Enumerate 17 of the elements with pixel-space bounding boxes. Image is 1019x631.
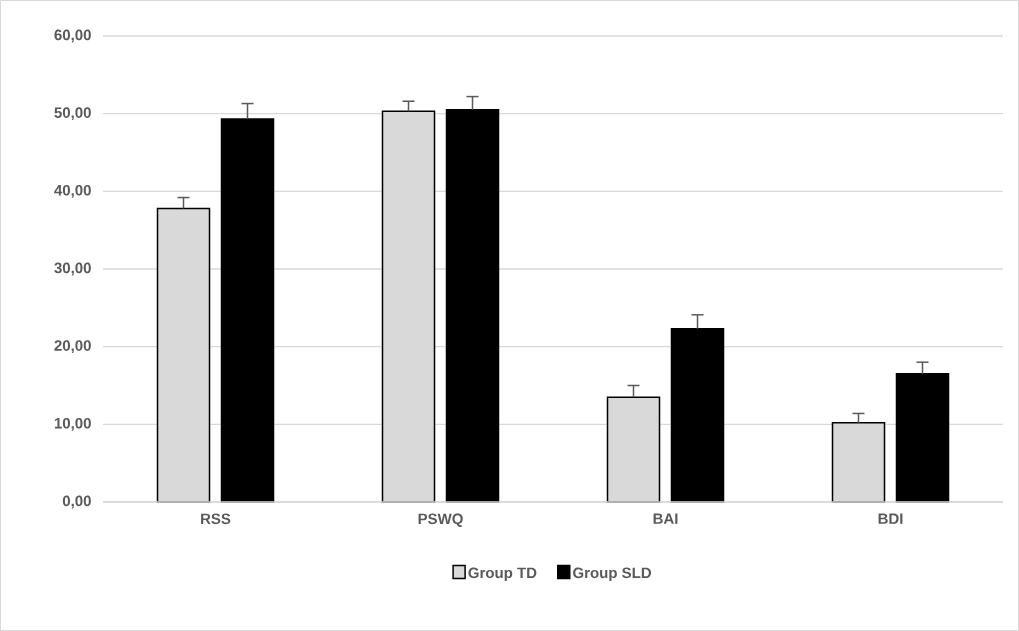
bar bbox=[220, 118, 275, 503]
y-tick-label: 0,00 bbox=[62, 495, 91, 509]
y-tick-label: 20,00 bbox=[54, 340, 91, 354]
y-tick-label: 30,00 bbox=[54, 262, 91, 276]
y-tick-label: 50,00 bbox=[54, 107, 91, 121]
y-tick-label: 10,00 bbox=[54, 417, 91, 431]
x-tick-label: PSWQ bbox=[418, 513, 463, 527]
bar bbox=[895, 373, 950, 503]
bar bbox=[670, 328, 725, 503]
legend-label: Group SLD bbox=[573, 567, 652, 582]
x-tick-label: RSS bbox=[201, 513, 231, 525]
bar bbox=[445, 109, 500, 503]
legend-label: Group TD bbox=[468, 567, 537, 582]
y-tick-label: 60,00 bbox=[54, 29, 91, 43]
x-tick-label: BDI bbox=[878, 513, 903, 524]
x-tick-label: BAI bbox=[653, 513, 678, 524]
y-tick-label: 40,00 bbox=[54, 184, 91, 198]
